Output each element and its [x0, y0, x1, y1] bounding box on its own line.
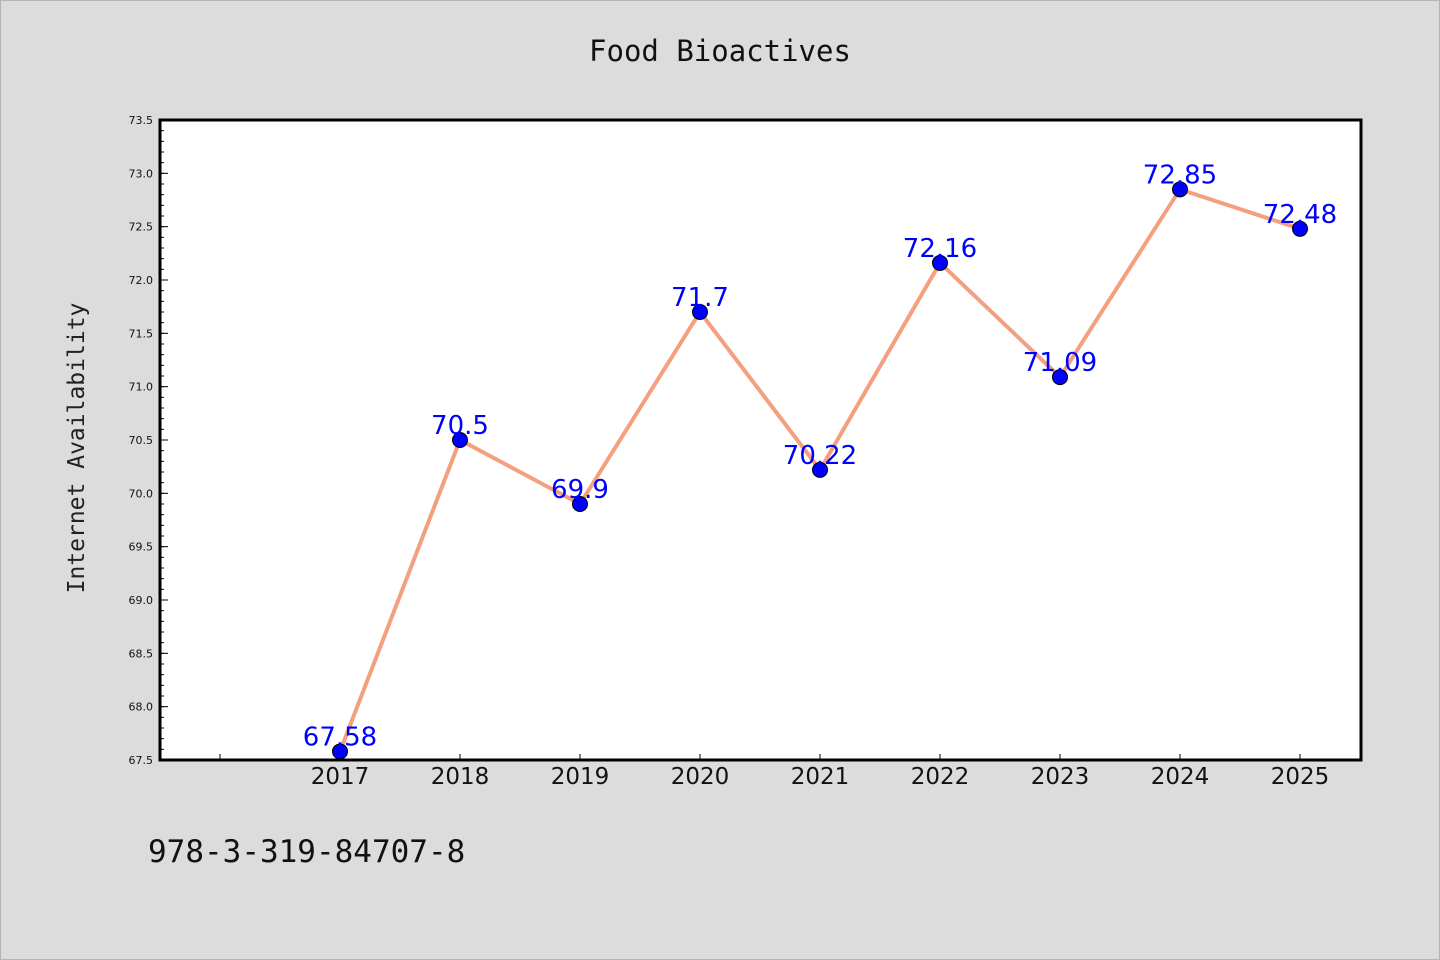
y-tick-label: 71.5	[129, 327, 154, 340]
data-point	[1052, 369, 1068, 386]
data-point	[452, 432, 468, 448]
x-tick-label: 2024	[1151, 764, 1210, 790]
y-tick-label: 68.0	[129, 701, 154, 714]
data-point	[1292, 220, 1308, 237]
data-point	[572, 496, 588, 512]
y-tick-label: 72.0	[129, 274, 154, 287]
y-tick-label: 69.5	[129, 541, 154, 554]
x-tick-label: 2021	[791, 764, 850, 790]
data-point	[692, 304, 708, 320]
y-tick-label: 70.5	[129, 434, 154, 447]
x-tick-label: 2022	[911, 764, 970, 790]
x-tick-label: 2017	[311, 764, 370, 790]
isbn-text: 978-3-319-84707-8	[148, 834, 466, 870]
y-tick-label: 69.0	[129, 594, 154, 607]
x-axis-ticks: 2017 2018 2019 2020 2021 2022 2023 2024 2025	[219, 754, 1330, 790]
data-point	[932, 254, 948, 271]
y-tick-label: 73.0	[129, 167, 154, 180]
data-point	[812, 461, 828, 478]
plot-area	[158, 118, 1363, 762]
data-point	[1172, 181, 1188, 198]
data-label: 72.48	[1263, 200, 1337, 230]
y-tick-label: 68.5	[129, 647, 154, 660]
y-tick-label: 71.0	[129, 381, 154, 394]
x-tick-label: 2020	[671, 764, 730, 790]
data-labels: 67.58 70.5 69.9 71.7 70.22 72.16 71.09 72.85 72.…	[303, 160, 1337, 752]
y-tick-label: 70.0	[129, 487, 154, 500]
data-label: 70.5	[431, 411, 489, 441]
data-label: 71.09	[1023, 348, 1097, 378]
y-axis-ticks: 67.5 68.0 68.5 69.0 69.5 70.0 70.5 71.0 71.5 72.0…	[129, 114, 168, 767]
y-tick-label: 73.5	[129, 114, 154, 127]
data-point	[332, 743, 348, 760]
data-label: 72.16	[903, 234, 977, 264]
data-label: 72.85	[1143, 160, 1217, 190]
data-label: 71.7	[671, 283, 729, 313]
series-markers	[332, 181, 1308, 760]
data-label: 69.9	[551, 475, 609, 505]
x-tick-label: 2018	[431, 764, 490, 790]
data-label: 70.22	[783, 441, 857, 471]
data-label: 67.58	[303, 722, 377, 752]
y-tick-label: 67.5	[129, 754, 154, 767]
x-tick-label: 2023	[1031, 764, 1090, 790]
x-tick-label: 2025	[1271, 764, 1330, 790]
x-tick-label: 2019	[551, 764, 610, 790]
y-tick-label: 72.5	[129, 221, 154, 234]
chart-title: Food Bioactives	[589, 34, 851, 68]
